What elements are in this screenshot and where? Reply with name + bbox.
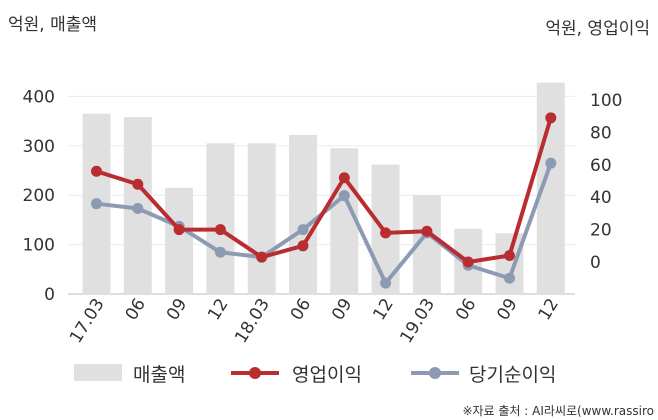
legend-label-net-income: 당기순이익 bbox=[469, 364, 557, 386]
bar bbox=[247, 143, 276, 294]
legend-item-operating-profit: 영업이익 bbox=[229, 357, 399, 393]
legend-swatch-revenue bbox=[74, 364, 122, 381]
bar bbox=[495, 233, 524, 294]
legend-label-operating-profit: 영업이익 bbox=[292, 364, 362, 386]
right-axis-title: 억원, 영업이익 bbox=[545, 19, 650, 39]
legend: 매출액 영업이익 당기순이익 bbox=[0, 357, 658, 393]
x-tick-label: 09 bbox=[493, 295, 521, 324]
bar bbox=[289, 134, 317, 294]
y-right-tick-label: 80 bbox=[590, 123, 612, 143]
source-note: ※자료 출처 : AI라씨로(www.rassiro bbox=[462, 404, 654, 418]
y-right-tick-label: 40 bbox=[590, 188, 612, 208]
data-point bbox=[380, 277, 392, 289]
x-tick-label: 06 bbox=[287, 295, 315, 324]
x-tick-label: 06 bbox=[122, 295, 150, 324]
series-line bbox=[95, 117, 553, 264]
x-tick-label: 18.03 bbox=[231, 295, 274, 347]
data-point bbox=[545, 157, 557, 169]
legend-swatch-net-income bbox=[411, 367, 459, 379]
data-point bbox=[214, 224, 226, 236]
y-right-tick-label: 60 bbox=[590, 156, 612, 176]
data-point bbox=[256, 251, 268, 263]
data-point bbox=[380, 227, 392, 239]
x-tick-label: 09 bbox=[328, 295, 356, 324]
x-tick-label: 17.03 bbox=[66, 295, 109, 347]
legend-item-net-income: 당기순이익 bbox=[409, 357, 609, 393]
grid-lines bbox=[68, 95, 575, 295]
data-point bbox=[132, 178, 144, 190]
x-tick-label: 19.03 bbox=[396, 295, 439, 347]
bar bbox=[330, 148, 359, 294]
y-right-tick-label: 0 bbox=[590, 253, 601, 273]
series-line bbox=[96, 162, 553, 286]
y-left-tick-label: 200 bbox=[23, 186, 55, 206]
legend-swatch-operating-profit bbox=[231, 367, 279, 379]
data-point bbox=[462, 256, 474, 268]
bar bbox=[165, 187, 194, 294]
data-point bbox=[297, 240, 309, 252]
data-point bbox=[91, 198, 102, 210]
x-tick-label: 12 bbox=[535, 295, 563, 324]
legend-label-revenue: 매출액 bbox=[133, 364, 186, 386]
y-left-tick-label: 0 bbox=[44, 285, 55, 305]
data-point bbox=[545, 112, 557, 124]
data-point bbox=[421, 225, 433, 237]
data-point bbox=[214, 246, 226, 258]
y-left-tick-label: 400 bbox=[23, 87, 55, 107]
x-tick-label: 09 bbox=[163, 295, 191, 324]
y-left-tick-label: 300 bbox=[23, 137, 55, 157]
y-right-tick-label: 20 bbox=[590, 221, 612, 241]
data-point bbox=[504, 250, 515, 262]
x-tick-label: 06 bbox=[452, 295, 480, 324]
legend-item-revenue: 매출액 bbox=[74, 357, 224, 393]
lines-group bbox=[91, 112, 557, 289]
y-right-tick-label: 100 bbox=[590, 91, 622, 111]
left-axis-title: 억원, 매출액 bbox=[8, 15, 98, 35]
bars-group bbox=[82, 82, 565, 295]
data-point bbox=[173, 224, 185, 236]
data-point bbox=[132, 203, 144, 215]
data-point bbox=[91, 165, 102, 177]
bar bbox=[206, 143, 235, 294]
x-tick-label: 12 bbox=[369, 295, 397, 324]
data-point bbox=[297, 224, 309, 236]
x-tick-label: 12 bbox=[204, 295, 232, 324]
data-point bbox=[504, 272, 515, 284]
data-point bbox=[338, 172, 350, 184]
y-left-tick-label: 100 bbox=[23, 236, 55, 256]
data-point bbox=[338, 190, 350, 202]
